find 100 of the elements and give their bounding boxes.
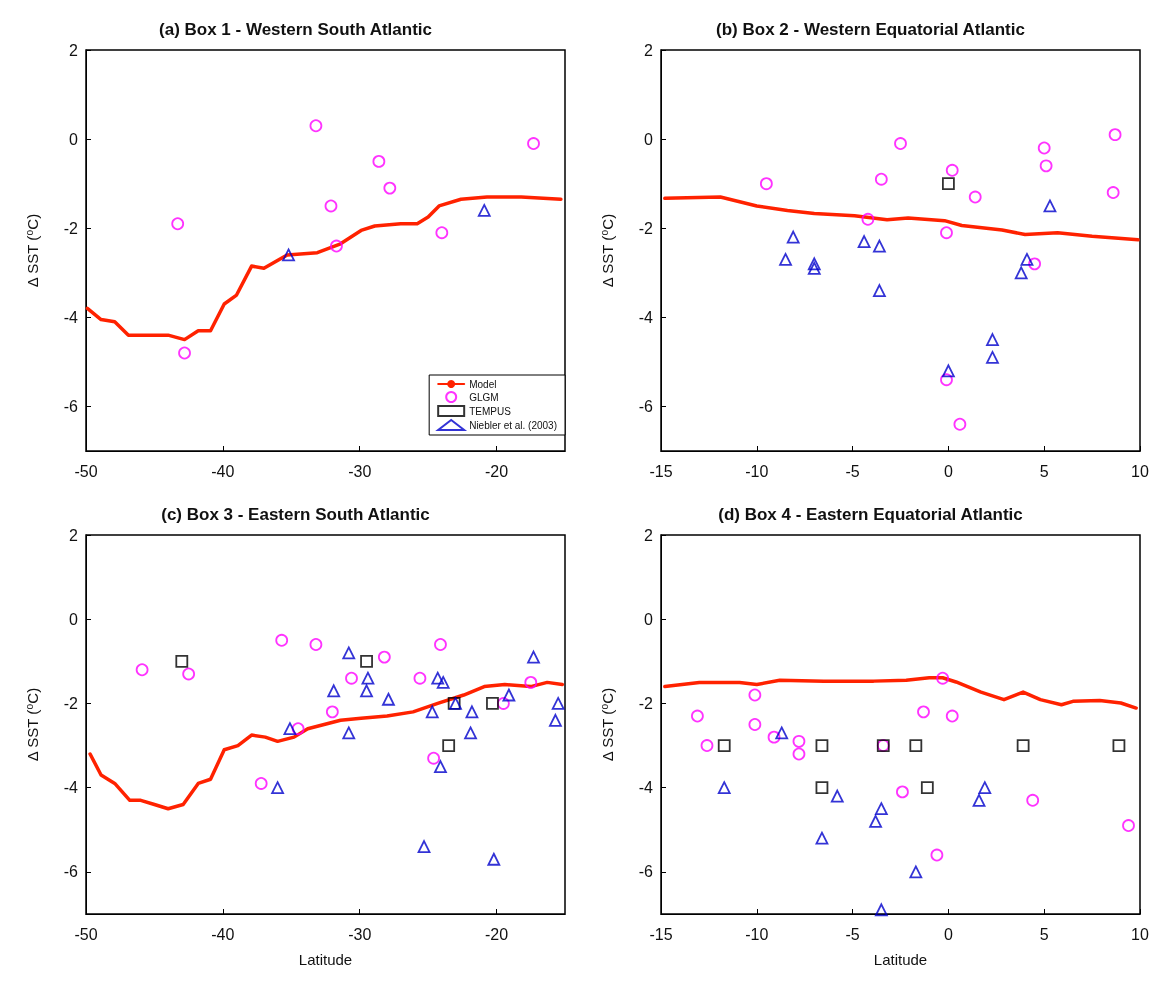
point — [1043, 199, 1057, 213]
x-tick-label: -50 — [74, 925, 98, 943]
point — [691, 709, 704, 723]
point — [309, 638, 323, 651]
point — [807, 257, 821, 271]
point — [497, 697, 510, 710]
line-series — [663, 676, 1138, 710]
y-tick-label: 0 — [644, 610, 654, 628]
point — [953, 417, 967, 431]
x-axis-title: Latitude — [298, 951, 353, 968]
point — [171, 217, 185, 231]
point — [874, 903, 888, 917]
y-tick-label: -4 — [63, 308, 79, 326]
point — [425, 705, 439, 719]
y-axis-title: Δ SST (⁰C) — [599, 213, 616, 288]
point — [275, 633, 289, 647]
point — [779, 253, 792, 266]
x-tick-label: 0 — [943, 925, 953, 943]
point — [748, 718, 762, 731]
point — [442, 739, 456, 752]
point — [361, 671, 375, 685]
x-tick-label: -10 — [745, 925, 769, 943]
chart-title: (c) Box 3 - Eastern South Atlantic — [161, 505, 430, 524]
point — [345, 671, 358, 685]
y-tick-label: 2 — [644, 526, 654, 544]
point — [487, 852, 501, 866]
point — [477, 204, 491, 217]
y-tick-label: 0 — [69, 610, 79, 628]
line-series — [88, 680, 565, 811]
point — [431, 671, 445, 685]
point — [360, 684, 373, 698]
y-tick-label: -6 — [63, 863, 79, 881]
point — [382, 692, 395, 706]
y-tick-label: -2 — [63, 694, 79, 712]
point — [427, 751, 441, 765]
point — [857, 235, 871, 248]
point — [942, 364, 955, 378]
point — [342, 726, 356, 740]
point — [175, 654, 189, 668]
point — [434, 760, 447, 774]
x-tick-label: -5 — [845, 462, 860, 480]
point — [1106, 186, 1120, 199]
x-tick-label: -15 — [649, 925, 673, 943]
point — [551, 697, 565, 710]
point — [873, 239, 886, 253]
point — [1112, 739, 1126, 752]
x-tick-label: 10 — [1131, 462, 1149, 480]
point — [986, 351, 999, 364]
point — [815, 831, 829, 845]
line-series — [663, 195, 1140, 242]
point — [435, 226, 449, 240]
legend-label: Niebler et al. (2003) — [469, 419, 558, 431]
point — [413, 671, 427, 685]
legend-label: Model — [469, 378, 497, 390]
x-tick-label: -40 — [211, 925, 235, 943]
point — [1037, 141, 1051, 155]
y-tick-label: 2 — [644, 41, 654, 59]
point — [815, 781, 829, 795]
y-axis-title: Δ SST (⁰C) — [599, 687, 616, 762]
y-tick-label: -6 — [63, 397, 79, 415]
point — [436, 675, 450, 689]
x-tick-label: -30 — [348, 925, 372, 943]
point — [767, 730, 781, 744]
point — [861, 212, 875, 226]
point — [920, 781, 934, 795]
point — [360, 654, 373, 668]
point — [1020, 253, 1034, 266]
point — [869, 814, 882, 828]
point — [759, 177, 773, 191]
y-axis-title: Δ SST (⁰C) — [24, 687, 41, 762]
point — [372, 154, 386, 168]
point — [377, 650, 391, 664]
chart-title: (a) Box 1 - Western South Atlantic — [159, 20, 432, 39]
point — [527, 137, 540, 150]
point — [309, 119, 323, 133]
point — [549, 713, 562, 727]
point — [972, 793, 986, 807]
x-tick-label: 0 — [943, 462, 953, 480]
point — [792, 747, 806, 761]
point — [434, 638, 447, 651]
point — [1014, 266, 1028, 280]
point — [807, 261, 821, 275]
point — [894, 137, 907, 150]
y-tick-label: 0 — [69, 130, 79, 148]
point — [383, 181, 397, 195]
point — [135, 663, 149, 677]
x-tick-label: -50 — [74, 462, 98, 480]
x-tick-label: -5 — [845, 925, 860, 943]
point — [327, 684, 341, 698]
point — [178, 346, 191, 360]
point — [282, 248, 295, 262]
point — [1026, 793, 1040, 807]
x-tick-label: -15 — [649, 462, 673, 480]
y-tick-label: -4 — [638, 308, 654, 326]
point — [330, 239, 343, 253]
point — [1028, 257, 1042, 271]
point — [874, 802, 888, 816]
point — [775, 726, 789, 740]
point — [940, 226, 953, 240]
line-series — [85, 195, 563, 342]
